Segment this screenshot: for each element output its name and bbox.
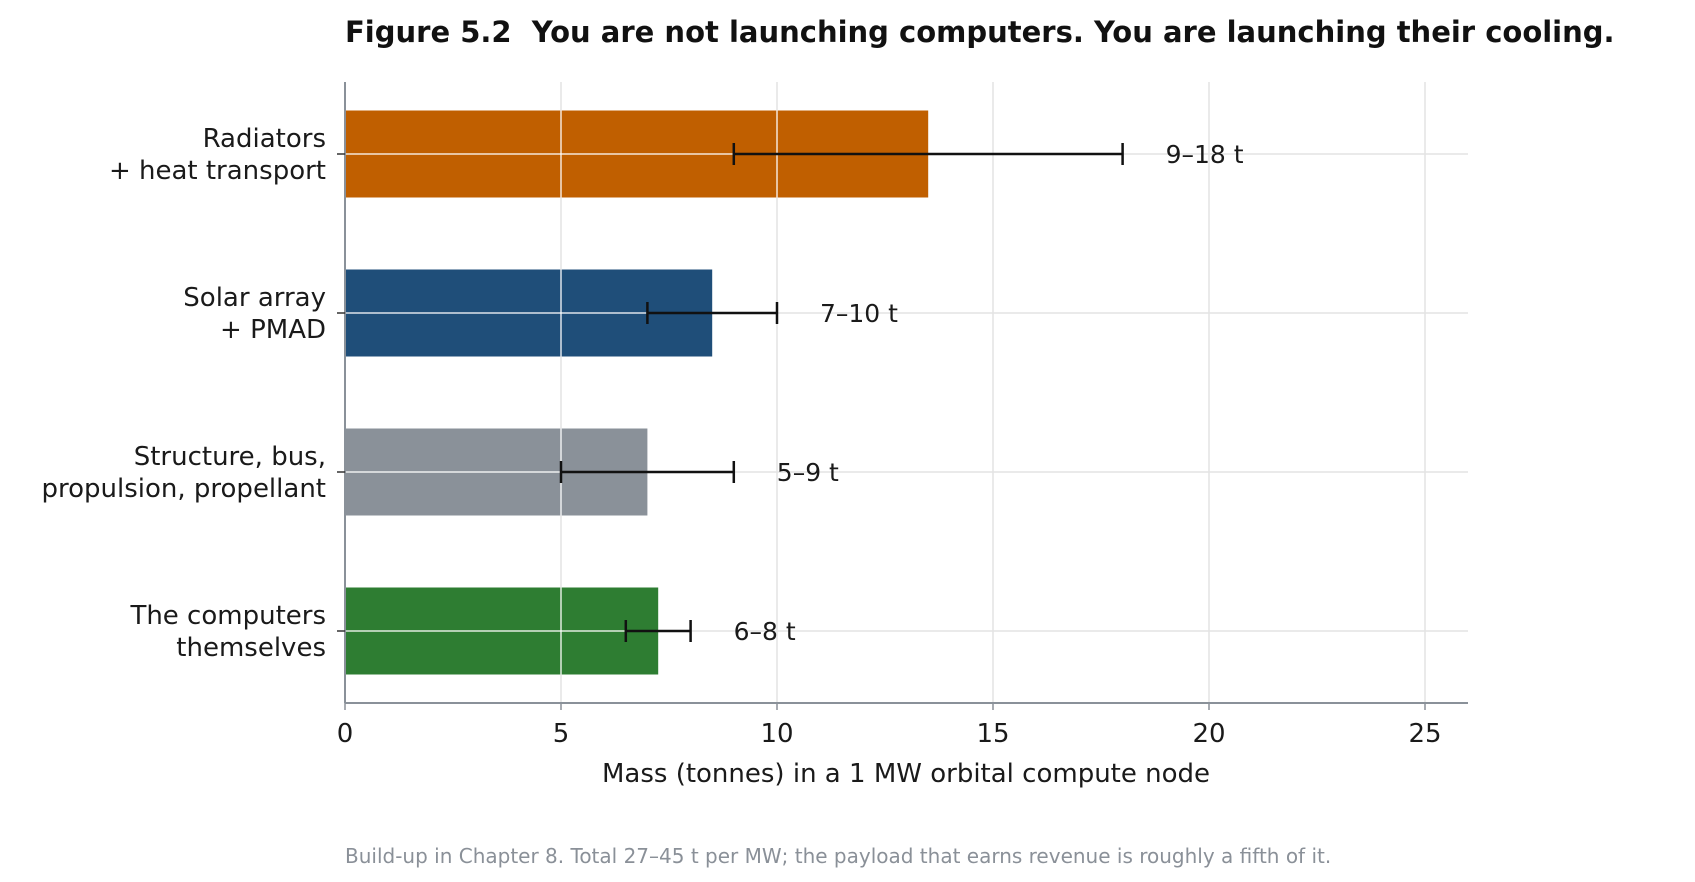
x-tick-label-25: 25	[1408, 719, 1441, 749]
x-tick-label-10: 10	[760, 719, 793, 749]
chart-title: Figure 5.2 You are not launching compute…	[345, 15, 1615, 49]
category-label-3: The computers themselves	[129, 601, 326, 663]
x-tick-label-20: 20	[1192, 719, 1225, 749]
category-label-0: Radiators + heat transport	[109, 124, 326, 186]
category-label-line: Solar array	[183, 283, 326, 313]
figure-caption: Build-up in Chapter 8. Total 27–45 t per…	[345, 844, 1331, 868]
category-label-line: Structure, bus,	[134, 442, 326, 472]
category-label-1: Solar array + PMAD	[183, 283, 326, 345]
error-bar-2	[559, 461, 736, 483]
x-tick-label-5: 5	[553, 719, 570, 749]
error-bar-3	[624, 620, 692, 642]
category-label-line: Radiators	[203, 124, 326, 154]
category-label-line: The computers	[129, 601, 326, 631]
category-label-line: themselves	[176, 633, 326, 663]
x-tick-label-15: 15	[976, 719, 1009, 749]
category-label-2: Structure, bus, propulsion, propellant	[41, 442, 326, 504]
range-label-2: 5–9 t	[777, 458, 839, 487]
error-bar-0	[732, 143, 1124, 165]
category-label-line: + PMAD	[220, 315, 326, 345]
range-label-0: 9–18 t	[1166, 140, 1244, 169]
error-bars-group	[559, 143, 1124, 642]
x-axis-label: Mass (tonnes) in a 1 MW orbital compute …	[602, 759, 1210, 789]
category-label-line: propulsion, propellant	[41, 474, 326, 504]
x-ticks-group: 0 5 10 15 20 25	[337, 703, 1442, 749]
axes-group	[344, 82, 1468, 704]
error-bar-1	[646, 302, 779, 324]
x-tick-label-0: 0	[337, 719, 354, 749]
bars-group	[345, 110, 929, 675]
range-labels-group: 9–18 t 7–10 t 5–9 t 6–8 t	[734, 140, 1244, 646]
category-label-line: + heat transport	[109, 156, 326, 186]
range-label-1: 7–10 t	[820, 299, 898, 328]
category-labels-group: Radiators + heat transport Solar array + PM…	[41, 124, 345, 663]
range-label-3: 6–8 t	[734, 617, 796, 646]
